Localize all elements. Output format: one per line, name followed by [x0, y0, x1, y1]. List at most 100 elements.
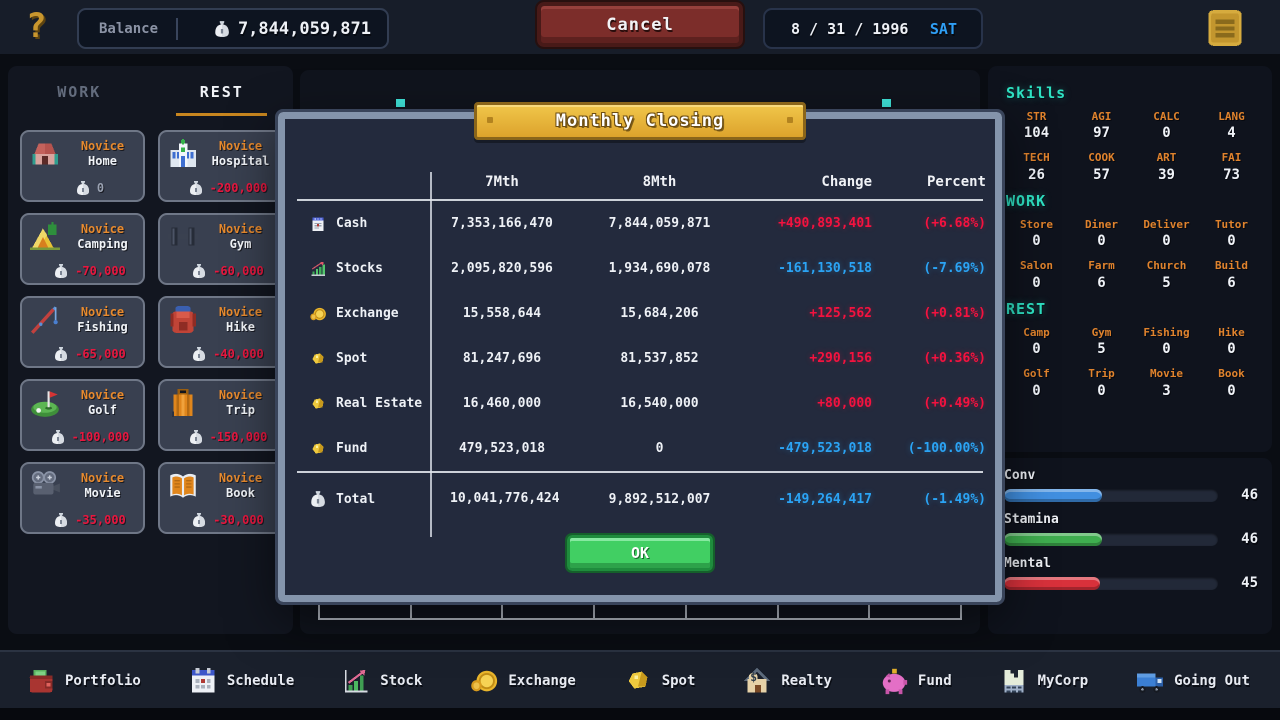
card-price: -150,000: [209, 430, 268, 444]
stats-panel: Skills STR 104 AGI 97 CALC 0 LANG 4: [988, 66, 1272, 452]
weekday-value: SAT: [929, 19, 957, 38]
dock-item[interactable]: MyCorp: [999, 666, 1088, 696]
row-change-value: +490,893,401: [778, 216, 872, 231]
work-grid: Store 0 Diner 0 Deliver 0 Tutor 0 Salon …: [1004, 218, 1264, 292]
schedule-icon: [188, 666, 218, 696]
bar-label: Stamina: [1004, 512, 1059, 527]
col-percent: Percent: [926, 174, 986, 190]
dock-item[interactable]: Schedule: [188, 666, 294, 696]
bar-fill: [1004, 576, 1101, 590]
dock-item[interactable]: Fund: [879, 666, 952, 696]
monthly-closing-modal: Monthly Closing 7Mth 8Mth Change Percent…: [275, 102, 1005, 605]
stat-label: AGI: [1091, 110, 1112, 123]
moneybag-icon: [188, 429, 204, 445]
dock-item[interactable]: Exchange: [469, 666, 576, 696]
dock-item[interactable]: Stock: [341, 666, 422, 696]
row-7mth-value: 81,247,696: [462, 351, 542, 366]
dock-item[interactable]: $ Realty: [742, 666, 832, 696]
activity-card[interactable]: Novice Camping -70,000: [20, 213, 145, 285]
dock-item[interactable]: Portfolio: [26, 666, 141, 696]
row-change-value: +80,000: [817, 396, 872, 411]
bottom-dock: Portfolio Schedule Stock Exchange Spot $…: [0, 650, 1280, 720]
divider: [176, 17, 179, 40]
stat-cell: TECH 26: [1004, 151, 1069, 183]
closing-table: 7Mth 8Mth Change Percent Cash 7,353,166,…: [285, 165, 995, 525]
stat-value: 0: [1227, 341, 1236, 358]
stat-value: 0: [1032, 341, 1041, 358]
total-percent-value: (-1.49%): [923, 491, 986, 507]
stat-cell: STR 104: [1004, 110, 1069, 142]
top-bar: ? Balance 7,844,059,871 Cancel 8 / 31 / …: [0, 0, 1280, 57]
dock-item[interactable]: Spot: [623, 666, 695, 696]
activity-card[interactable]: Novice Book -30,000: [158, 462, 283, 534]
trip-icon: [166, 386, 200, 420]
stat-cell: Salon 0: [1004, 259, 1069, 291]
col-7mth: 7Mth: [485, 174, 519, 190]
row-label: Spot: [336, 351, 368, 366]
moneybag-icon: [75, 180, 91, 196]
activity-card[interactable]: Novice Movie -35,000: [20, 462, 145, 534]
panel-tab[interactable]: WORK: [8, 66, 151, 118]
cancel-button[interactable]: Cancel: [535, 0, 745, 49]
closing-row: Exchange 15,558,644 15,684,206 +125,562 …: [287, 291, 993, 336]
panel-tab[interactable]: REST: [151, 66, 294, 118]
stat-cell: COOK 57: [1069, 151, 1134, 183]
activity-card[interactable]: Novice Trip -150,000: [158, 379, 283, 451]
card-price: -35,000: [75, 513, 126, 527]
moneybag-icon: [53, 346, 69, 362]
stat-label: Farm: [1088, 259, 1115, 273]
stat-cell: LANG 4: [1199, 110, 1264, 142]
activity-card[interactable]: Novice Hike -40,000: [158, 296, 283, 368]
activity-card[interactable]: Novice Gym -60,000: [158, 213, 283, 285]
closing-rows: Cash 7,353,166,470 7,844,059,871 +490,89…: [287, 201, 993, 471]
nugget-icon: [309, 350, 327, 368]
legend-marker: [882, 99, 891, 107]
status-bar: Stamina 46: [1004, 512, 1258, 547]
ok-button[interactable]: OK: [565, 533, 715, 573]
row-label: Stocks: [336, 261, 383, 276]
activity-card[interactable]: Novice Home 0: [20, 130, 145, 202]
stat-cell: Camp 0: [1004, 326, 1069, 358]
stat-value: 0: [1032, 382, 1041, 399]
portfolio-icon: [26, 666, 56, 696]
stat-value: 0: [1032, 233, 1041, 250]
bar-value: 46: [1241, 531, 1258, 547]
closing-total-row: Total 10,041,776,424 9,892,512,007 -149,…: [287, 473, 993, 525]
row-percent-value: (-7.69%): [923, 261, 986, 276]
truck-icon: [1135, 666, 1165, 696]
help-icon[interactable]: ?: [26, 6, 47, 46]
card-price: 0: [96, 181, 105, 195]
activity-card[interactable]: Novice Hospital -200,000: [158, 130, 283, 202]
stat-value: 5: [1097, 341, 1106, 358]
menu-icon[interactable]: [1206, 6, 1244, 50]
row-8mth-value: 16,540,000: [620, 396, 699, 411]
bar-label: Mental: [1004, 556, 1051, 571]
stat-cell: Diner 0: [1069, 218, 1134, 250]
stat-label: STR: [1026, 110, 1047, 123]
stat-cell: Gym 5: [1069, 326, 1134, 358]
hike-icon: [166, 303, 200, 337]
activity-card[interactable]: Novice Golf -100,000: [20, 379, 145, 451]
work-title: WORK: [1006, 191, 1047, 210]
card-name: Hike: [226, 320, 255, 334]
card-name: Movie: [84, 486, 121, 500]
moneybag-icon: [191, 346, 207, 362]
moneybag-icon: [191, 512, 207, 528]
dock-item[interactable]: Going Out: [1135, 666, 1250, 696]
stat-label: Golf: [1023, 367, 1050, 381]
realty-icon: $: [742, 666, 772, 696]
book-icon: [166, 469, 200, 503]
row-8mth-value: 15,684,206: [620, 306, 699, 321]
stat-value: 5: [1162, 274, 1171, 291]
activity-card[interactable]: Novice Fishing -65,000: [20, 296, 145, 368]
card-price: -30,000: [213, 513, 264, 527]
row-change-value: -479,523,018: [778, 441, 872, 456]
card-name: Camping: [77, 237, 128, 251]
stat-value: 4: [1227, 125, 1236, 142]
row-percent-value: (+0.36%): [923, 351, 986, 366]
movie-icon: [28, 469, 62, 503]
stat-label: Diner: [1084, 217, 1119, 231]
stocks-icon: [309, 260, 327, 278]
bar-fill: [1004, 532, 1103, 546]
dock-item-label: Schedule: [226, 673, 295, 689]
